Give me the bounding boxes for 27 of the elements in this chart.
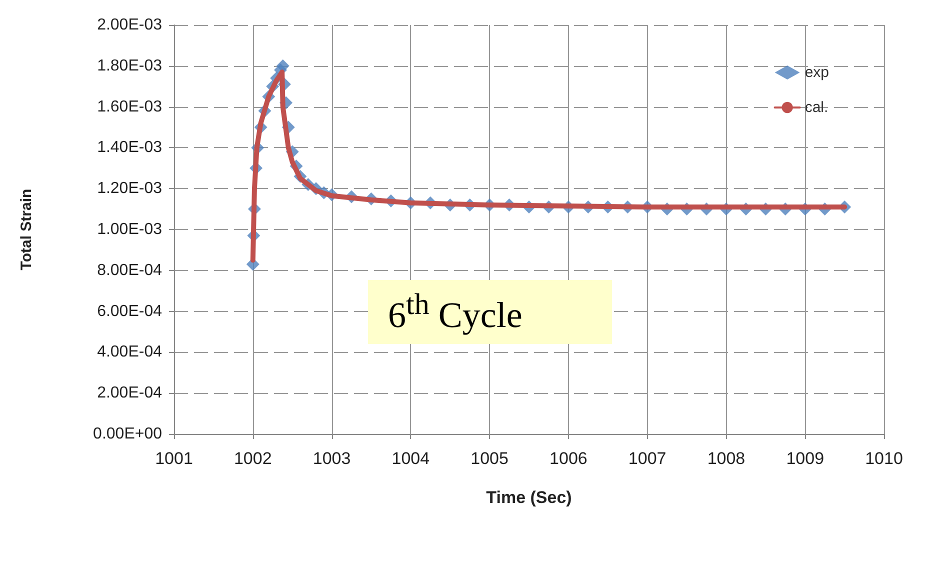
y-axis-title: Total Strain bbox=[18, 188, 35, 270]
x-tick-label: 1008 bbox=[707, 449, 746, 468]
y-tick-label: 2.00E-03 bbox=[97, 16, 162, 34]
x-tick-label: 1002 bbox=[234, 449, 272, 468]
x-tick-label: 1007 bbox=[628, 449, 666, 468]
point bbox=[276, 59, 290, 72]
annotation: 6$^{th}$ Cycle bbox=[368, 280, 612, 344]
x-tick-label: 1003 bbox=[312, 449, 351, 468]
y-tick-label: 4.00E-04 bbox=[97, 344, 162, 361]
y-tick-label: 1.00E-03 bbox=[97, 221, 162, 238]
x-tick-label: 1009 bbox=[786, 449, 824, 468]
y-tick-label: 8.00E-04 bbox=[97, 262, 162, 279]
y-tick-label: 1.60E-03 bbox=[97, 98, 162, 116]
x-tick-label: 1004 bbox=[392, 449, 430, 468]
x-tick-label: 1001 bbox=[155, 449, 193, 468]
x-axis-title: Time (Sec) bbox=[486, 488, 572, 507]
y-tick-label: 1.40E-03 bbox=[97, 139, 162, 156]
y-tick-label: 0.00E+00 bbox=[93, 426, 162, 442]
x-tick-label: 1006 bbox=[550, 449, 588, 468]
y-tick-label: 2.00E-04 bbox=[97, 384, 162, 402]
legend-label: cal. bbox=[804, 99, 828, 116]
x-tick-label: 1005 bbox=[470, 449, 508, 468]
x-tick-label: 1010 bbox=[865, 449, 903, 468]
legend-label: exp bbox=[804, 64, 830, 81]
y-tick-label: 1.20E-03 bbox=[97, 180, 162, 198]
y-tick-label: 6.00E-04 bbox=[97, 302, 162, 320]
y-tick-label: 1.80E-03 bbox=[97, 57, 162, 74]
